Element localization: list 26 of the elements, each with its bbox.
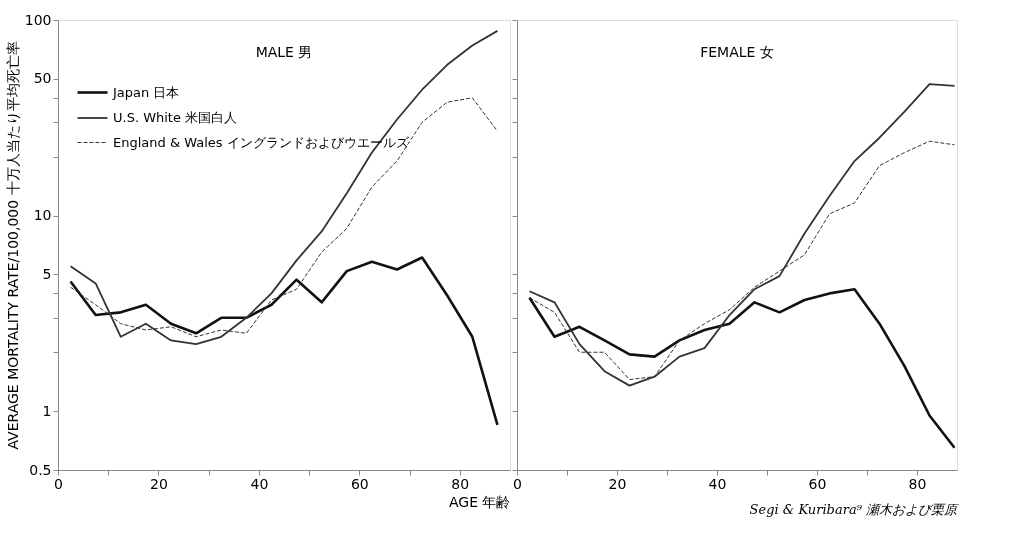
y-tick-label: 50 bbox=[33, 70, 52, 87]
line-series bbox=[69, 256, 499, 427]
x-tick-label: 20 bbox=[150, 475, 168, 492]
x-tick-label: 20 bbox=[608, 475, 627, 492]
y-tick-label: 100 bbox=[24, 11, 52, 28]
y-axis-title: AVERAGE MORTALITY RATE/100,000 十万人当たり平均死亡率 bbox=[4, 41, 21, 450]
x-tick-label: 0 bbox=[54, 475, 63, 492]
y-tick-label: 0.5 bbox=[29, 461, 52, 478]
legend-label: England & Wales イングランドおよびウエールズ bbox=[113, 134, 410, 150]
text: MALE 男 bbox=[255, 44, 313, 60]
y-tick-label: 10 bbox=[33, 207, 52, 224]
x-tick-label: 80 bbox=[908, 475, 927, 492]
text: FEMALE 女 bbox=[700, 44, 774, 60]
x-axis-title: AGE 年齢 bbox=[449, 493, 511, 510]
text: Segi & Kuribara⁹ 瀬木および栗原 bbox=[749, 502, 959, 517]
x-tick-label: 40 bbox=[708, 475, 727, 492]
x-tick-label: 80 bbox=[451, 475, 470, 492]
x-tick-label: 60 bbox=[350, 475, 369, 492]
x-tick-label: 0 bbox=[513, 475, 522, 492]
x-tick-label: 40 bbox=[250, 475, 269, 492]
legend-label: Japan 日本 bbox=[112, 84, 180, 100]
y-tick-label: 5 bbox=[42, 265, 52, 282]
y-tick-label: 1 bbox=[42, 402, 52, 419]
legend-label: U.S. White 米国白人 bbox=[113, 110, 238, 125]
line-series bbox=[69, 29, 499, 346]
x-tick-label: 60 bbox=[808, 475, 827, 492]
